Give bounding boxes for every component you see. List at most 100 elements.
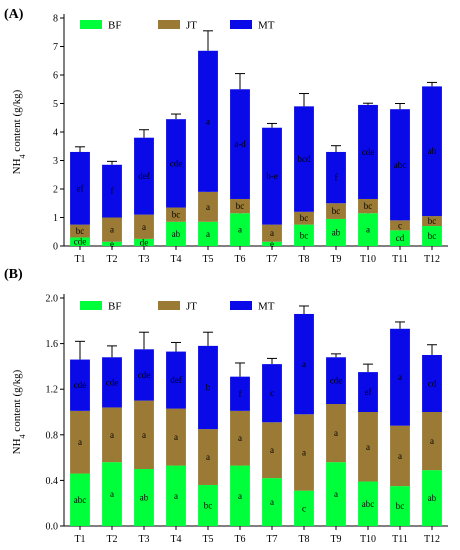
bar-mt (294, 313, 314, 415)
significance-letter: a (238, 491, 242, 501)
bar-bf (358, 213, 378, 246)
significance-letter: bc (236, 201, 245, 211)
significance-letter: cde (106, 377, 119, 387)
significance-letter: cde (170, 158, 183, 168)
significance-letter: a (206, 116, 210, 126)
y-axis-label-tail: content (g/kg) (11, 89, 23, 154)
bar-bf (198, 221, 218, 246)
bar-jt (134, 400, 154, 469)
bar-bf (230, 213, 250, 246)
y-tick-label: 1 (53, 213, 58, 224)
significance-letter: bc (364, 201, 373, 211)
bar-bf (326, 218, 346, 246)
bar-bf (134, 238, 154, 246)
significance-letter: a (206, 452, 210, 462)
bar-mt (70, 359, 90, 411)
significance-letter: a (334, 428, 338, 438)
significance-letter: bc (300, 213, 309, 223)
bar-mt (198, 50, 218, 192)
bar-jt (422, 412, 442, 471)
bar-bf (390, 230, 410, 246)
significance-letter: cd (428, 379, 437, 389)
x-tick-label: T12 (424, 534, 440, 545)
bar-bf (102, 241, 122, 246)
significance-letter: f (239, 389, 242, 399)
y-tick-label: 6 (53, 71, 58, 82)
bar-jt (262, 422, 282, 479)
bar-jt (294, 211, 314, 225)
bar-bf (70, 237, 90, 246)
significance-letter: ef (365, 387, 372, 397)
significance-letter: a (206, 202, 210, 212)
x-tick-label: T6 (234, 254, 245, 265)
bar-jt (358, 412, 378, 482)
bar-jt (166, 408, 186, 466)
bar-jt (70, 410, 90, 474)
significance-letter: ab (428, 493, 437, 503)
significance-letter: e (110, 239, 114, 249)
bar-mt (70, 151, 90, 225)
y-tick-label: 8 (53, 14, 58, 25)
bar-mt (422, 355, 442, 412)
significance-letter: a (430, 436, 434, 446)
legend-label-jt: JT (186, 20, 197, 32)
y-axis-label: NH4 content (g/kg) (11, 89, 27, 174)
significance-letter: a (110, 225, 114, 235)
significance-letter: ab (332, 227, 341, 237)
bar-bf (422, 226, 442, 246)
bar-jt (102, 217, 122, 242)
significance-letter: cd (396, 233, 405, 243)
bar-jt (390, 425, 410, 487)
bar-bf (70, 473, 90, 526)
y-tick-label: 4 (53, 128, 58, 139)
bar-mt (102, 357, 122, 408)
y-tick-label: 1.6 (46, 339, 59, 350)
y-axis-label-sub: 4 (18, 434, 27, 438)
x-tick-label: T1 (74, 534, 85, 545)
x-tick-label: T3 (138, 254, 149, 265)
significance-letter: f (111, 186, 114, 196)
significance-letter: a (110, 489, 114, 499)
bar-jt (198, 429, 218, 485)
significance-letter: a (366, 442, 370, 452)
significance-letter: abc (362, 499, 375, 509)
x-tick-label: T4 (170, 534, 181, 545)
y-axis-label-sub: 4 (18, 154, 27, 158)
bar-bf (294, 224, 314, 246)
significance-letter: a (270, 445, 274, 455)
legend-swatch-jt (158, 301, 180, 310)
bar-bf (422, 470, 442, 526)
bar-jt (390, 220, 410, 231)
bar-jt (326, 203, 346, 219)
x-tick-label: T5 (202, 254, 213, 265)
bar-bf (166, 221, 186, 246)
bar-jt (230, 198, 250, 214)
significance-letter: a (174, 432, 178, 442)
bar-mt (390, 109, 410, 221)
bar-bf (262, 478, 282, 526)
significance-letter: cde (138, 370, 151, 380)
y-axis-label-main: NH (11, 438, 23, 454)
bar-bf (390, 486, 410, 526)
y-tick-label: 1.2 (46, 385, 59, 396)
x-tick-label: T2 (106, 254, 117, 265)
significance-letter: a (78, 437, 82, 447)
significance-letter: b (206, 382, 211, 392)
significance-letter: bc (428, 231, 437, 241)
bar-jt (134, 214, 154, 239)
legend-label-mt: MT (258, 301, 275, 313)
x-tick-label: T1 (74, 254, 85, 265)
y-axis-label-tail: content (g/kg) (11, 369, 23, 434)
significance-letter: c (398, 220, 402, 230)
bar-bf (294, 490, 314, 526)
bar-jt (166, 207, 186, 222)
bar-mt (230, 376, 250, 411)
bar-mt (198, 345, 218, 430)
bar-mt (422, 86, 442, 217)
x-tick-label: T11 (392, 534, 408, 545)
significance-letter: bc (172, 210, 181, 220)
bar-mt (262, 364, 282, 423)
significance-letter: bc (300, 230, 309, 240)
legend-label-jt: JT (186, 301, 197, 313)
